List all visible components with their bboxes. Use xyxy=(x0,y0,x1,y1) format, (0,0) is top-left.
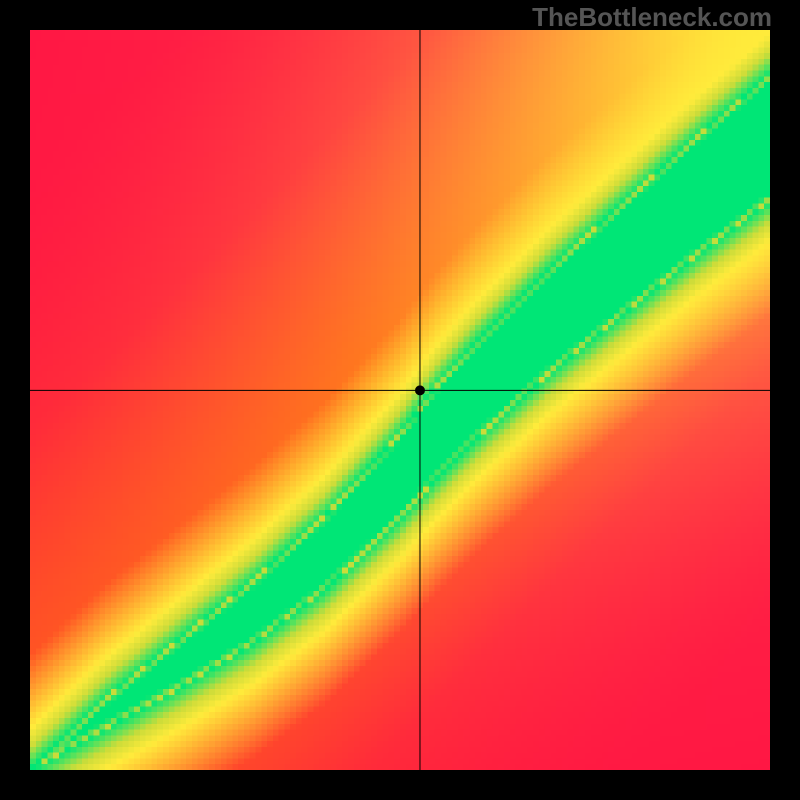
watermark-text: TheBottleneck.com xyxy=(532,2,772,33)
chart-container: TheBottleneck.com xyxy=(0,0,800,800)
bottleneck-heatmap xyxy=(30,30,770,770)
